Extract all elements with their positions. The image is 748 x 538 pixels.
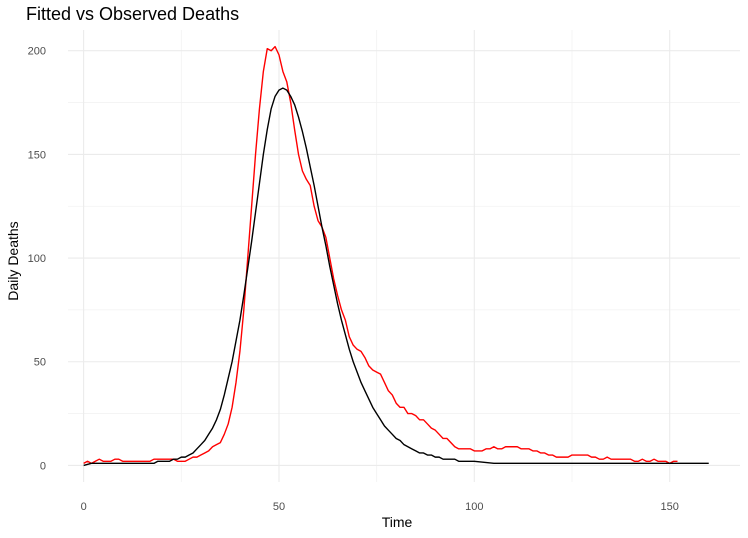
x-tick-labels: 0 50 100 150 <box>81 501 679 513</box>
x-tick-label: 100 <box>465 501 483 513</box>
y-tick-label: 0 <box>40 460 46 472</box>
minor-gridlines <box>68 30 740 482</box>
series-layer <box>83 45 709 467</box>
y-tick-label: 100 <box>28 253 46 265</box>
y-tick-label: 50 <box>34 357 46 369</box>
major-gridlines <box>68 30 740 482</box>
x-tick-label: 150 <box>660 501 678 513</box>
y-tick-labels: 0 50 100 150 200 <box>28 46 46 473</box>
x-axis-title: Time <box>382 514 413 530</box>
fitted-series-line <box>83 87 709 467</box>
y-tick-label: 200 <box>28 46 46 58</box>
y-tick-label: 150 <box>28 149 46 161</box>
x-tick-label: 0 <box>81 501 87 513</box>
x-tick-label: 50 <box>273 501 285 513</box>
chart-title: Fitted vs Observed Deaths <box>26 4 240 24</box>
observed-series-line <box>83 45 678 465</box>
y-axis-title: Daily Deaths <box>5 221 21 300</box>
